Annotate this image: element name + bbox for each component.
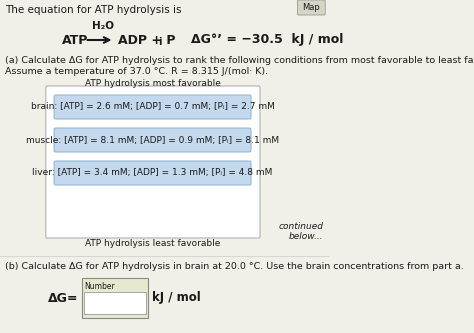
Text: brain: [ATP] = 2.6 mM; [ADP] = 0.7 mM; [Pᵢ] = 2.7 mM: brain: [ATP] = 2.6 mM; [ADP] = 0.7 mM; […: [31, 103, 274, 112]
Text: The equation for ATP hydrolysis is: The equation for ATP hydrolysis is: [6, 5, 182, 15]
Text: continued
below...: continued below...: [278, 222, 323, 241]
FancyBboxPatch shape: [54, 128, 251, 152]
Text: Number: Number: [84, 282, 115, 291]
Bar: [84, 292, 146, 314]
FancyBboxPatch shape: [54, 95, 251, 119]
Text: ATP: ATP: [63, 34, 89, 47]
Text: muscle: [ATP] = 8.1 mM; [ADP] = 0.9 mM; [Pᵢ] = 8.1 mM: muscle: [ATP] = 8.1 mM; [ADP] = 0.9 mM; …: [26, 136, 279, 145]
Text: Map: Map: [302, 4, 320, 13]
Text: ADP + P: ADP + P: [118, 34, 175, 47]
Text: kJ / mol: kJ / mol: [152, 291, 201, 304]
Text: H₂O: H₂O: [91, 21, 114, 31]
Bar: [82, 278, 148, 318]
Text: i: i: [158, 37, 162, 47]
Text: ΔG°’ = −30.5  kJ / mol: ΔG°’ = −30.5 kJ / mol: [191, 34, 343, 47]
Text: ATP hydrolysis least favorable: ATP hydrolysis least favorable: [85, 239, 220, 248]
FancyBboxPatch shape: [46, 86, 260, 238]
Text: liver: [ATP] = 3.4 mM; [ADP] = 1.3 mM; [Pᵢ] = 4.8 mM: liver: [ATP] = 3.4 mM; [ADP] = 1.3 mM; […: [32, 168, 273, 177]
Text: Assume a temperature of 37.0 °C. R = 8.315 J/(mol· K).: Assume a temperature of 37.0 °C. R = 8.3…: [5, 67, 268, 76]
Text: ΔG=: ΔG=: [48, 291, 78, 304]
Text: (a) Calculate ΔG for ATP hydrolysis to rank the following conditions from most f: (a) Calculate ΔG for ATP hydrolysis to r…: [5, 56, 474, 65]
FancyBboxPatch shape: [298, 0, 325, 15]
Text: (b) Calculate ΔG for ATP hydrolysis in brain at 20.0 °C. Use the brain concentra: (b) Calculate ΔG for ATP hydrolysis in b…: [5, 262, 464, 271]
Text: ATP hydrolysis most favorable: ATP hydrolysis most favorable: [85, 79, 220, 88]
FancyBboxPatch shape: [54, 161, 251, 185]
